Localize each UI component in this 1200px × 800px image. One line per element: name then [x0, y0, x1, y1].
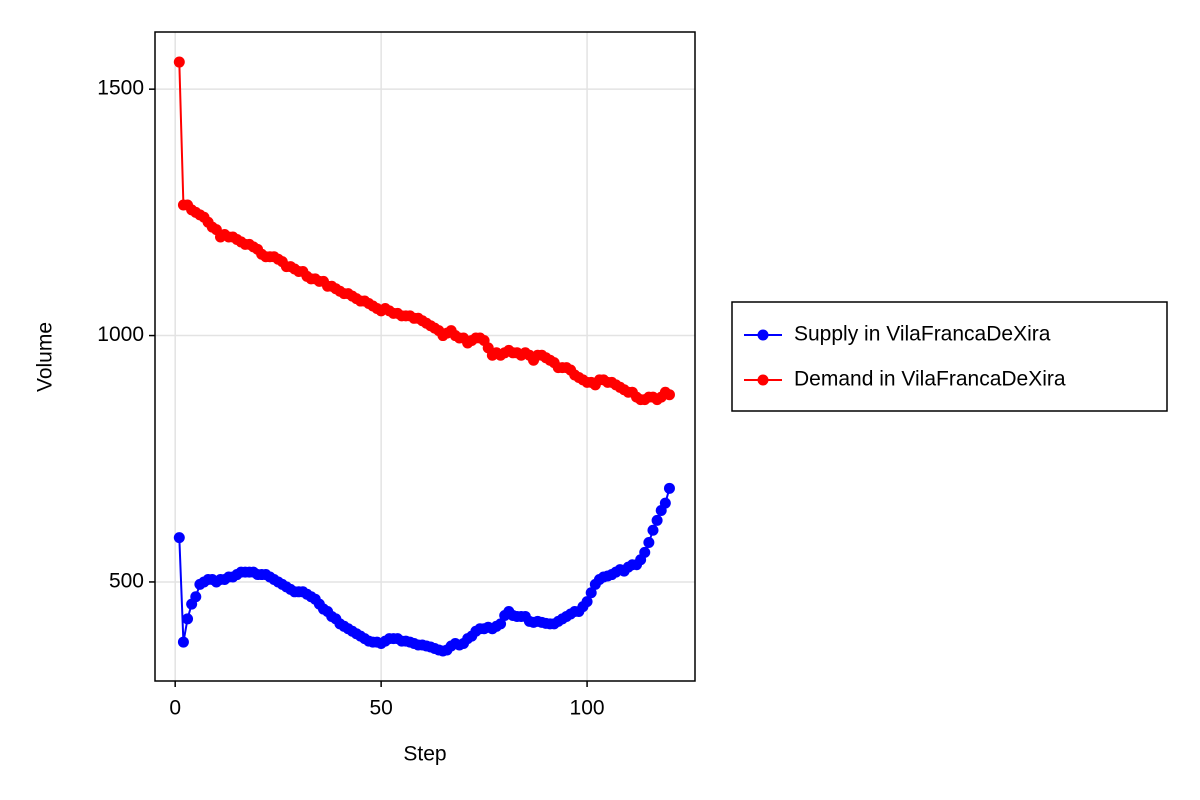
x-axis-label: Step [403, 743, 446, 766]
data-point [639, 546, 651, 558]
plot-frame [154, 31, 696, 682]
legend-box [731, 301, 1168, 412]
x-tick-label: 100 [570, 697, 605, 720]
y-tick-label: 1500 [97, 77, 144, 100]
legend-label: Demand in VilaFrancaDeXira [794, 368, 1066, 391]
legend-label: Supply in VilaFrancaDeXira [794, 323, 1051, 346]
data-point [663, 482, 675, 494]
y-tick-label: 500 [109, 569, 144, 592]
x-tick-label: 0 [169, 697, 181, 720]
data-point [495, 618, 507, 630]
data-point [659, 497, 671, 509]
legend-marker [757, 329, 769, 341]
data-point [182, 613, 194, 625]
data-point [177, 636, 189, 648]
data-point [651, 514, 663, 526]
y-axis-label: Volume [34, 322, 57, 392]
data-point [643, 537, 655, 549]
data-point [647, 524, 659, 536]
data-point [190, 591, 202, 603]
data-point [581, 596, 593, 608]
legend-marker [757, 374, 769, 386]
data-point [663, 389, 675, 401]
data-point [173, 56, 185, 68]
y-tick-label: 1000 [97, 323, 144, 346]
data-point [585, 587, 597, 599]
data-point [173, 532, 185, 544]
x-tick-label: 50 [369, 697, 392, 720]
